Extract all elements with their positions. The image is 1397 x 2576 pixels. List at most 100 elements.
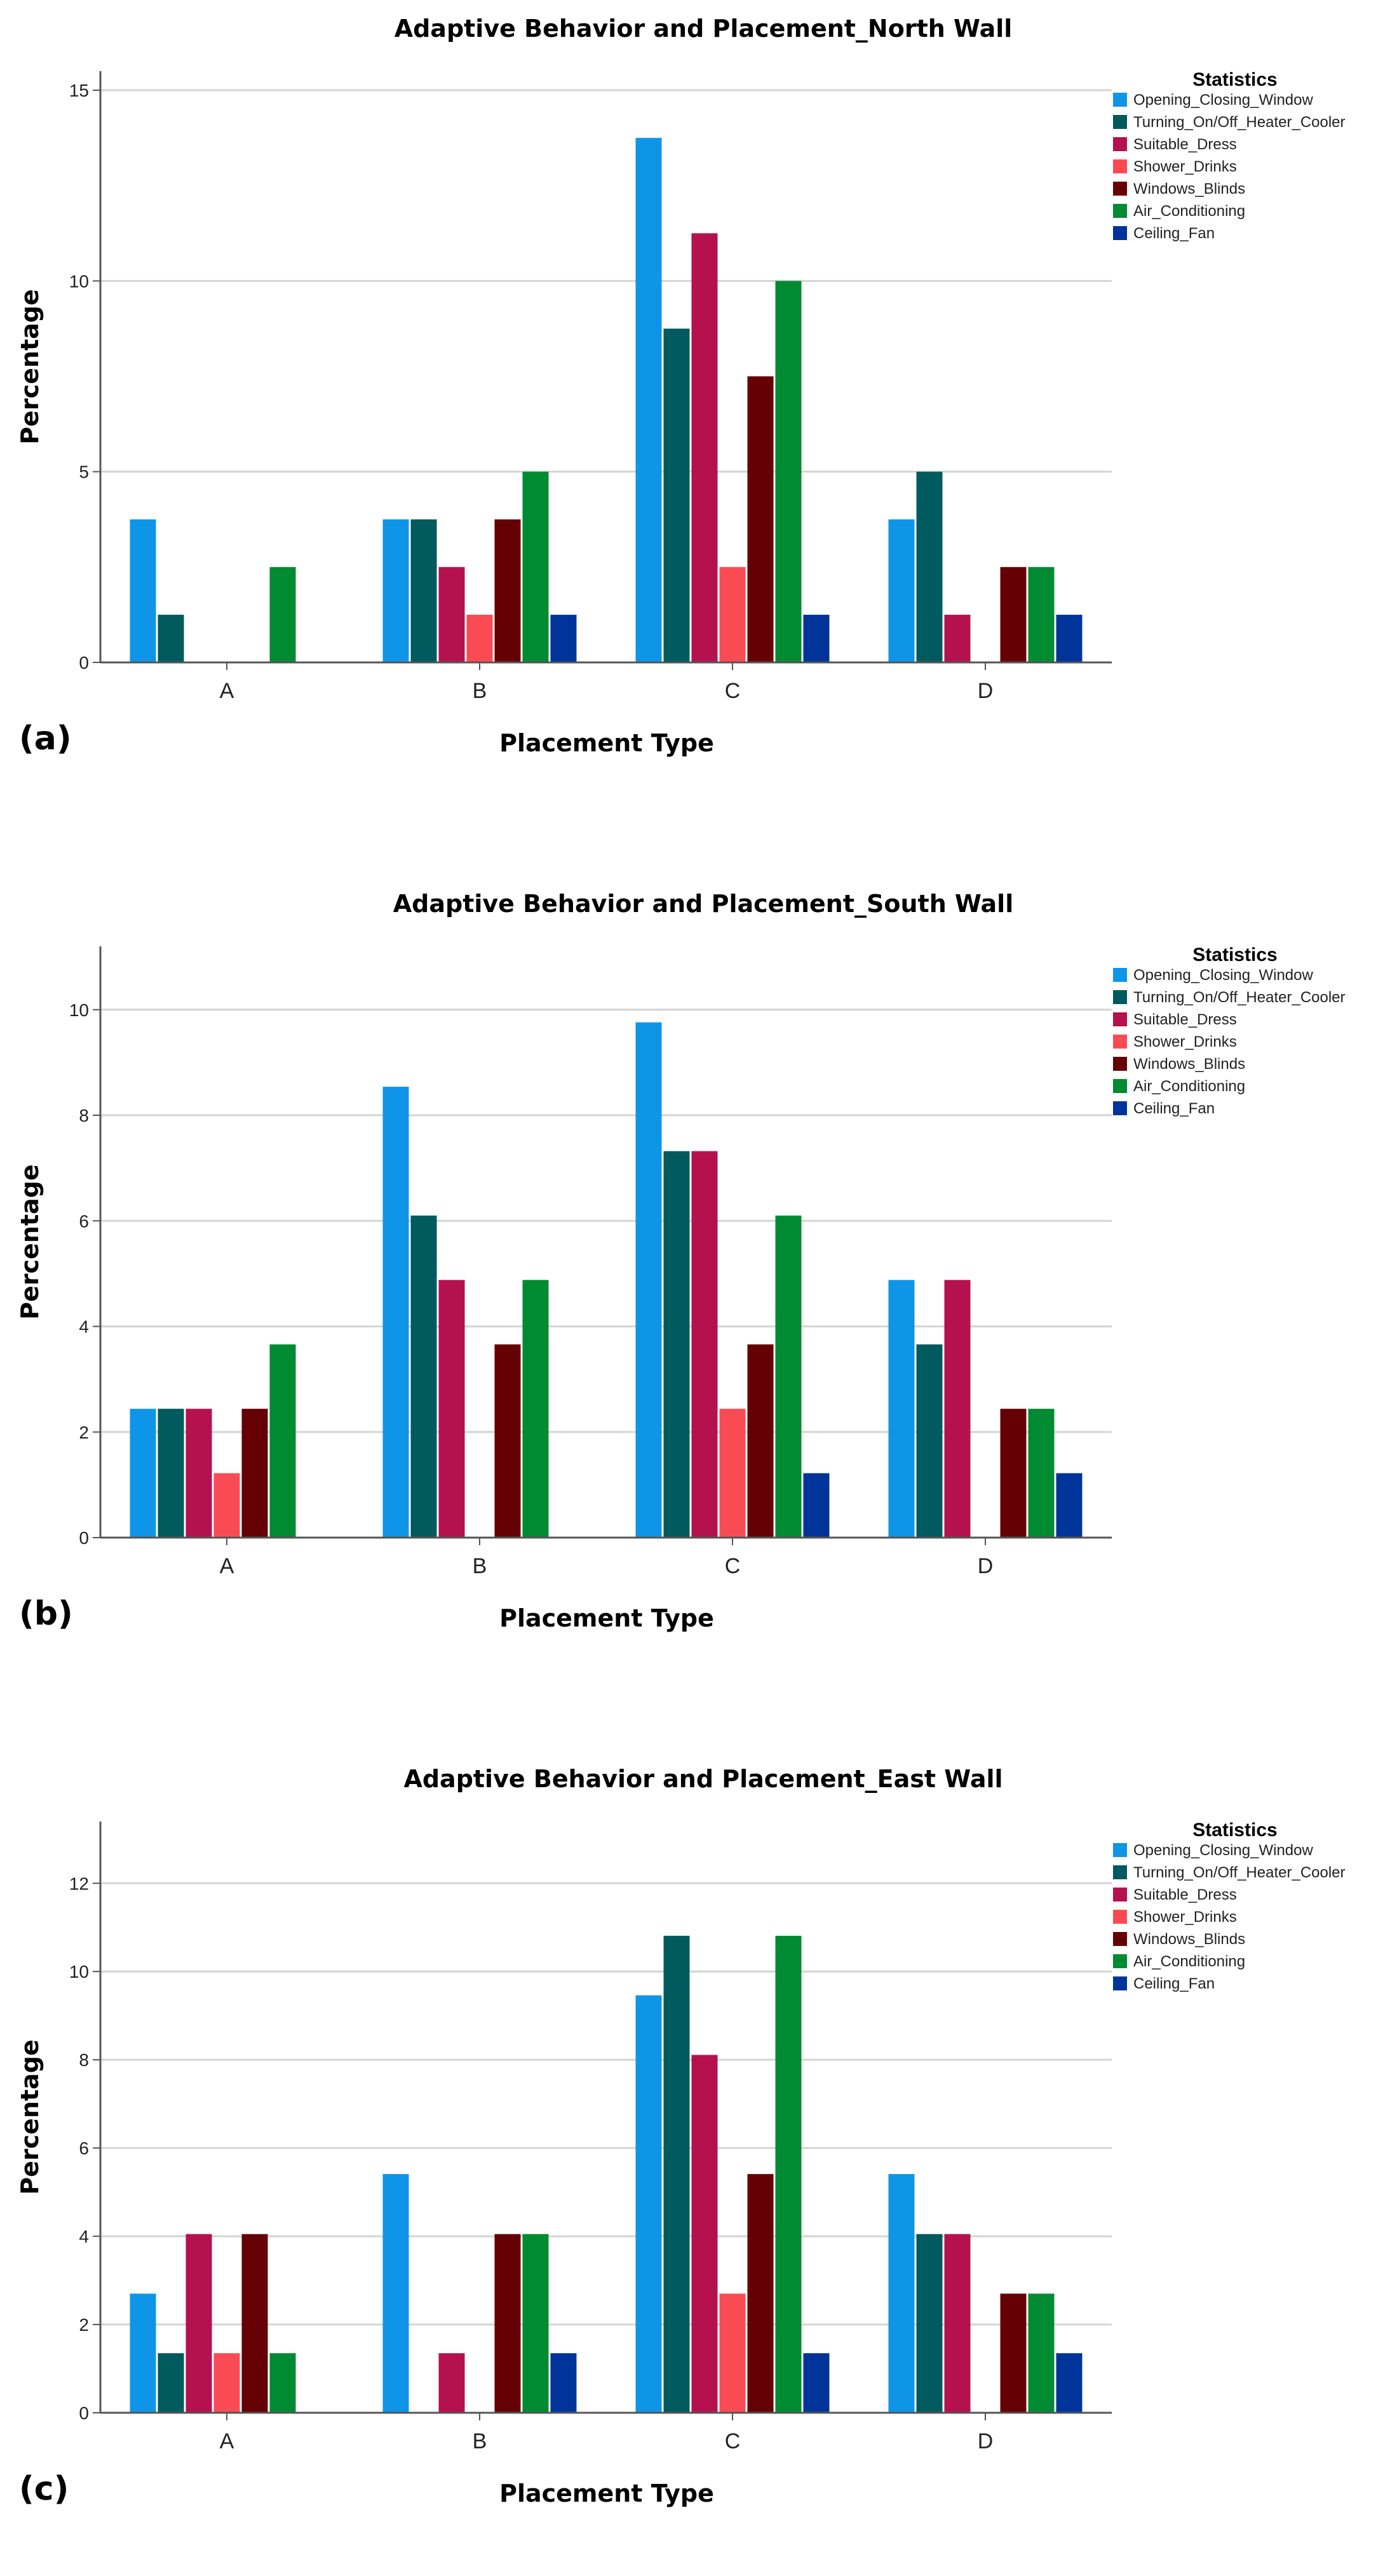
chart-panel-north-wall: Adaptive Behavior and Placement_North Wa…: [0, 0, 1397, 826]
bar-a-shower-drinks: [213, 2353, 240, 2413]
bar-c-turning-on-off-heater-cooler: [663, 1151, 690, 1538]
y-tick-label: 10: [69, 271, 89, 291]
bar-d-suitable-dress: [944, 2234, 971, 2413]
bar-d-windows-blinds: [1000, 2293, 1027, 2413]
bar-c-air-conditioning: [775, 1935, 802, 2413]
bar-c-windows-blinds: [747, 1344, 774, 1538]
bar-d-ceiling-fan: [1056, 1473, 1083, 1538]
y-tick-label: 15: [69, 81, 89, 100]
legend-swatch-ceiling-fan: [1113, 1976, 1127, 1990]
bar-a-air-conditioning: [269, 567, 296, 662]
y-tick-label: 6: [79, 1211, 89, 1231]
bar-c-shower-drinks: [719, 1409, 746, 1538]
chart-panel-south-wall: Adaptive Behavior and Placement_South Wa…: [0, 875, 1397, 1701]
bar-a-air-conditioning: [269, 2353, 296, 2413]
bar-b-air-conditioning: [522, 1280, 549, 1538]
legend-item-air-conditioning: Air_Conditioning: [1133, 203, 1245, 220]
legend-swatch-ceiling-fan: [1113, 1101, 1127, 1115]
chart-svg: Adaptive Behavior and Placement_South Wa…: [16, 890, 1346, 1633]
chart-panel-east-wall: Adaptive Behavior and Placement_East Wal…: [0, 1750, 1397, 2576]
legend-title: Statistics: [1192, 1820, 1277, 1841]
bar-b-turning-on-off-heater-cooler: [410, 1215, 437, 1538]
bar-d-opening-closing-window: [888, 1280, 915, 1538]
y-tick-label: 6: [79, 2138, 89, 2158]
x-tick-label: D: [978, 1554, 994, 1578]
chart-svg: Adaptive Behavior and Placement_North Wa…: [16, 15, 1346, 758]
legend-item-opening-closing-window: Opening_Closing_Window: [1133, 967, 1314, 984]
y-axis-label: Percentage: [16, 289, 44, 445]
legend-swatch-turning-on-off-heater-cooler: [1113, 990, 1127, 1004]
legend-item-shower-drinks: Shower_Drinks: [1133, 1909, 1237, 1926]
legend-item-shower-drinks: Shower_Drinks: [1133, 1033, 1237, 1050]
y-axis-label: Percentage: [16, 1164, 44, 1320]
bar-d-air-conditioning: [1028, 567, 1055, 662]
legend-item-turning-on-off-heater-cooler: Turning_On/Off_Heater_Cooler: [1133, 114, 1346, 131]
legend-swatch-ceiling-fan: [1113, 226, 1127, 240]
legend-item-turning-on-off-heater-cooler: Turning_On/Off_Heater_Cooler: [1133, 989, 1346, 1006]
legend-swatch-windows-blinds: [1113, 1057, 1127, 1071]
legend-item-ceiling-fan: Ceiling_Fan: [1133, 225, 1215, 242]
legend-item-windows-blinds: Windows_Blinds: [1133, 1931, 1245, 1948]
bar-a-opening-closing-window: [130, 519, 156, 662]
legend: Statistics Opening_Closing_Window Turning_…: [1113, 944, 1346, 1117]
bar-a-opening-closing-window: [130, 1409, 156, 1538]
legend-swatch-opening-closing-window: [1113, 93, 1127, 107]
bar-a-turning-on-off-heater-cooler: [158, 2353, 184, 2413]
legend-item-turning-on-off-heater-cooler: Turning_On/Off_Heater_Cooler: [1133, 1864, 1346, 1881]
y-axis-label: Percentage: [16, 2039, 44, 2195]
legend-title: Statistics: [1192, 69, 1277, 90]
bar-c-opening-closing-window: [635, 138, 662, 662]
bar-a-windows-blinds: [241, 1409, 268, 1538]
chart-title: Adaptive Behavior and Placement_East Wal…: [403, 1765, 1002, 1793]
x-tick-label: B: [473, 679, 487, 703]
bar-a-air-conditioning: [269, 1344, 296, 1538]
legend-item-air-conditioning: Air_Conditioning: [1133, 1078, 1245, 1095]
bar-d-ceiling-fan: [1056, 614, 1083, 662]
bar-d-windows-blinds: [1000, 1409, 1027, 1538]
x-tick-label: A: [220, 1554, 234, 1578]
y-tick-label: 8: [79, 1106, 89, 1125]
legend-swatch-shower-drinks: [1113, 1035, 1127, 1049]
bar-c-windows-blinds: [747, 2174, 774, 2413]
legend-title: Statistics: [1192, 944, 1277, 965]
x-axis-label: Placement Type: [499, 2479, 714, 2507]
bar-c-opening-closing-window: [635, 1022, 662, 1538]
bar-b-ceiling-fan: [550, 614, 577, 662]
bar-d-turning-on-off-heater-cooler: [916, 1344, 943, 1538]
x-tick-label: D: [978, 679, 994, 703]
bar-d-opening-closing-window: [888, 519, 915, 662]
legend-swatch-air-conditioning: [1113, 204, 1127, 218]
y-tick-label: 10: [69, 1962, 89, 1982]
bar-c-ceiling-fan: [803, 614, 830, 662]
legend-swatch-shower-drinks: [1113, 159, 1127, 173]
bar-b-air-conditioning: [522, 2234, 549, 2413]
legend-item-suitable-dress: Suitable_Dress: [1133, 136, 1237, 153]
legend-swatch-air-conditioning: [1113, 1954, 1127, 1968]
x-tick-label: C: [725, 1554, 741, 1578]
x-tick-label: A: [220, 679, 234, 703]
chart-title: Adaptive Behavior and Placement_North Wa…: [395, 15, 1013, 43]
y-tick-label: 10: [69, 1000, 89, 1020]
legend-item-suitable-dress: Suitable_Dress: [1133, 1886, 1237, 1903]
panel-label: (c): [19, 2470, 69, 2508]
bar-d-turning-on-off-heater-cooler: [916, 471, 943, 662]
bar-a-opening-closing-window: [130, 2293, 156, 2413]
legend-swatch-suitable-dress: [1113, 1012, 1127, 1026]
bar-c-ceiling-fan: [803, 2353, 830, 2413]
bar-c-windows-blinds: [747, 376, 774, 662]
bar-d-ceiling-fan: [1056, 2353, 1083, 2413]
bar-c-opening-closing-window: [635, 1995, 662, 2413]
legend-item-opening-closing-window: Opening_Closing_Window: [1133, 91, 1314, 109]
chart-title: Adaptive Behavior and Placement_South Wa…: [393, 890, 1013, 918]
bar-b-opening-closing-window: [382, 519, 409, 662]
legend: StatisticsOpening_Closing_WindowTurning_…: [1113, 1820, 1346, 1992]
bar-d-suitable-dress: [944, 614, 971, 662]
x-tick-label: C: [725, 679, 741, 703]
bar-b-windows-blinds: [494, 519, 521, 662]
legend-swatch-windows-blinds: [1113, 182, 1127, 196]
bar-a-shower-drinks: [213, 1473, 240, 1538]
x-axis-label: Placement Type: [499, 729, 714, 757]
bar-b-windows-blinds: [494, 2234, 521, 2413]
bar-b-suitable-dress: [438, 2353, 465, 2413]
